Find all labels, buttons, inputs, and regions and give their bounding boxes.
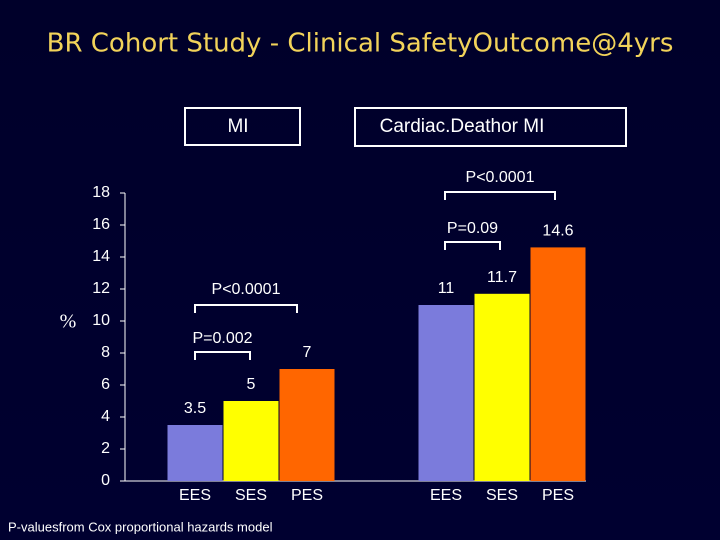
y-tick-label: 4 [101, 408, 110, 425]
x-tick-label: SES [486, 487, 518, 504]
p-value: P<0.0001 [212, 281, 281, 298]
value-label: 7 [303, 344, 312, 361]
y-axis-label: % [60, 311, 77, 333]
x-tick-label: EES [179, 487, 211, 504]
bar [474, 293, 530, 481]
slide-title: BR Cohort Study - Clinical SafetyOutcome… [47, 29, 674, 59]
bar [223, 401, 279, 481]
p-value: P<0.0001 [466, 169, 535, 186]
group-box [184, 107, 301, 146]
value-label: 14.6 [542, 223, 573, 240]
bracket [194, 351, 251, 360]
y-tick-label: 12 [92, 280, 110, 297]
y-tick-label: 10 [92, 312, 110, 329]
bar [530, 247, 586, 481]
y-tick-label: 8 [101, 344, 110, 361]
x-tick-label: PES [291, 487, 323, 504]
bar [167, 425, 223, 481]
y-tick-label: 0 [101, 472, 110, 489]
bracket [444, 241, 501, 250]
y-tick-label: 14 [92, 248, 110, 265]
group-label: MI [227, 116, 248, 137]
value-label: 3.5 [184, 400, 206, 417]
group-label: Cardiac.Deathor MI [380, 116, 545, 137]
bar [418, 305, 474, 481]
value-label: 11.7 [487, 269, 517, 286]
x-tick-label: SES [235, 487, 267, 504]
y-tick-label: 2 [101, 440, 110, 457]
y-tick-label: 18 [92, 184, 110, 201]
p-value: P=0.002 [192, 330, 252, 347]
x-tick-label: PES [542, 487, 574, 504]
footnote: P-valuesfrom Cox proportional hazards mo… [8, 519, 273, 534]
y-tick-label: 6 [101, 376, 110, 393]
bar [279, 369, 335, 481]
x-tick-label: EES [430, 487, 462, 504]
y-tick-label: 16 [92, 216, 110, 233]
bracket [444, 191, 556, 200]
group-box [354, 107, 627, 147]
value-label: 5 [247, 376, 256, 393]
bracket [194, 304, 298, 313]
p-value: P=0.09 [447, 220, 498, 237]
value-label: 11 [438, 280, 455, 297]
